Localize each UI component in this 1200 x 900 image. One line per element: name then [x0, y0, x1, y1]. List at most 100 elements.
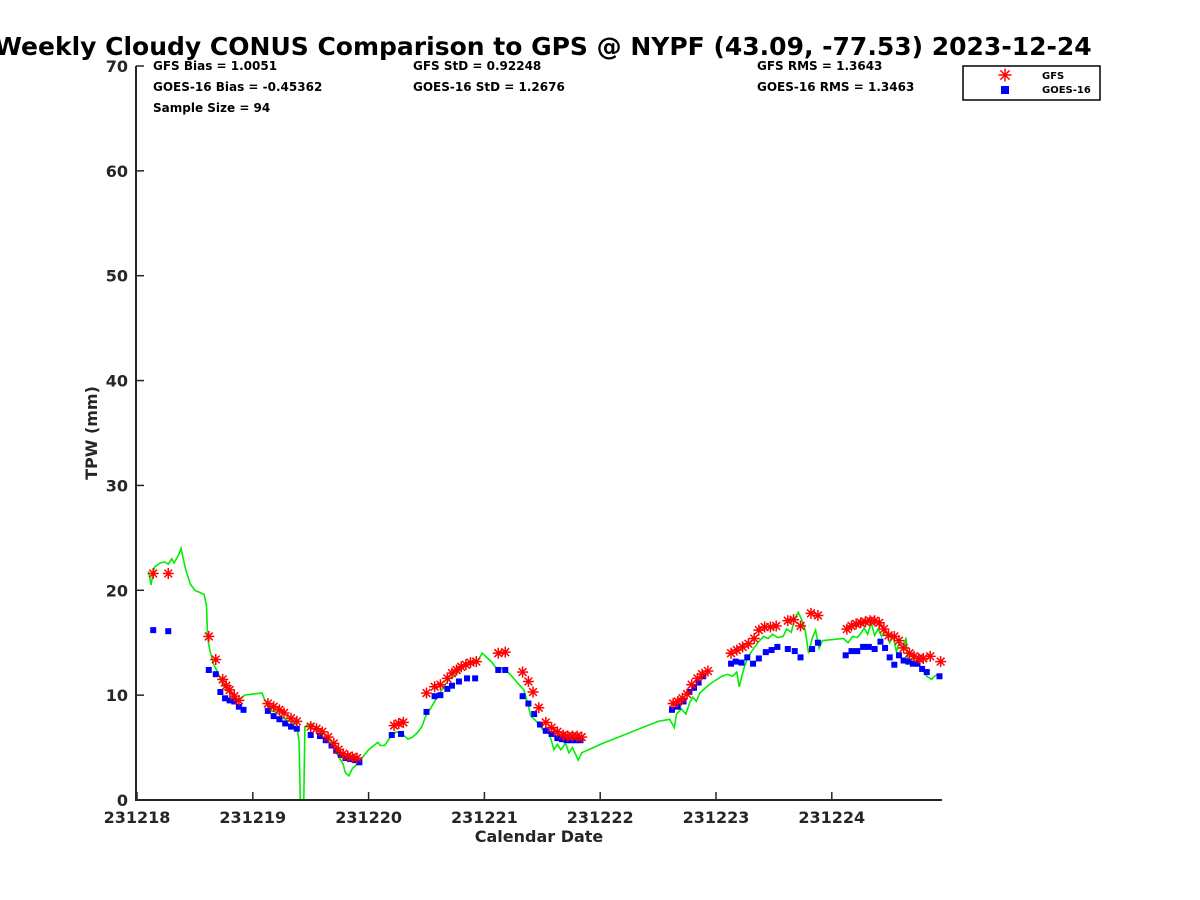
goes16-series-layer: [150, 627, 943, 766]
x-tick-label: 231218: [104, 808, 171, 827]
x-tick-label: 231220: [335, 808, 402, 827]
goes16-point: [150, 627, 157, 634]
goes16-point: [755, 655, 762, 662]
y-tick-label: 70: [106, 57, 128, 76]
gfs-point: [527, 686, 539, 698]
goes16-point: [531, 711, 538, 718]
gfs-point: [702, 665, 714, 677]
goes16-point: [936, 673, 943, 680]
goes16-point: [165, 628, 172, 635]
goes16-point: [814, 639, 821, 646]
y-tick-label: 40: [106, 372, 128, 391]
gfs-point: [522, 676, 534, 688]
x-tick-label: 231222: [567, 808, 634, 827]
goes16-point: [784, 646, 791, 653]
gfs-point: [492, 647, 504, 659]
goes16-point: [437, 692, 444, 699]
gfs-point: [795, 620, 807, 632]
goes16-point: [542, 727, 549, 734]
gfs-point: [681, 688, 693, 700]
goes16-point: [288, 723, 295, 730]
goes16-point: [563, 737, 570, 744]
gfs-point: [388, 720, 400, 732]
gfs-point: [873, 617, 885, 629]
goes16-point: [728, 660, 735, 667]
goes16-point: [423, 708, 430, 715]
goes16-point: [495, 666, 502, 673]
y-tick-label: 60: [106, 162, 128, 181]
goes16-point: [536, 721, 543, 728]
y-tick-label: 20: [106, 581, 128, 600]
goes16-point: [695, 679, 702, 686]
legend: GFS GOES-16: [962, 65, 1101, 101]
goes16-point: [895, 652, 902, 659]
gfs-point: [147, 568, 159, 580]
goes16-point: [388, 731, 395, 738]
goes16-point: [848, 648, 855, 655]
goes16-point: [333, 747, 340, 754]
goes16-point: [797, 654, 804, 661]
x-axis-label: Calendar Date: [475, 827, 604, 846]
stat-text: GOES-16 RMS = 1.3463: [757, 80, 914, 94]
goes16-point: [886, 654, 893, 661]
goes16-point: [519, 693, 526, 700]
goes16-point: [750, 660, 757, 667]
goes16-point: [525, 700, 532, 707]
gfs-point: [224, 684, 236, 696]
goes16-point: [738, 659, 745, 666]
goes16-point: [235, 703, 242, 710]
gfs-point: [210, 653, 222, 665]
goes16-point: [774, 643, 781, 650]
x-ticks: 231218 231219 231220 231221 231222 231223 2312…: [104, 792, 865, 827]
y-tick-label: 0: [117, 791, 128, 810]
goes16-point: [842, 652, 849, 659]
goes16-point: [293, 725, 300, 732]
gfs-point: [421, 687, 432, 699]
goes16-point: [448, 682, 455, 689]
gfs-point: [924, 650, 936, 662]
stat-text: Sample Size = 94: [153, 101, 270, 115]
goes16-point: [768, 647, 775, 654]
goes16-point: [444, 685, 451, 692]
legend-goes16-marker: [1001, 86, 1009, 94]
goes16-point: [909, 660, 916, 667]
goes16-point: [877, 638, 884, 645]
gfs-point: [883, 629, 895, 641]
goes16-point: [882, 644, 889, 651]
y-tick-label: 30: [106, 476, 128, 495]
goes16-point: [558, 736, 565, 743]
goes16-point: [431, 693, 438, 700]
gps-series-layer: [147, 545, 941, 801]
y-tick-label: 10: [106, 686, 128, 705]
gfs-point: [878, 623, 890, 635]
gps-series-line: [147, 545, 941, 801]
gfs-series-layer: [147, 568, 947, 764]
goes16-point: [791, 648, 798, 655]
gfs-point: [278, 707, 290, 719]
gfs-point: [576, 731, 588, 743]
goes16-point: [548, 730, 555, 737]
axes: 0 10 20 30 40 50 60 70 231218 231219 231220 231221…: [82, 57, 942, 846]
gfs-point: [499, 646, 511, 658]
gfs-point: [233, 694, 245, 706]
goes16-point: [744, 654, 751, 661]
goes16-point: [472, 675, 479, 682]
goes16-point: [240, 706, 247, 713]
x-tick-label: 231221: [451, 808, 518, 827]
chart-title: Weekly Cloudy CONUS Comparison to GPS @ …: [0, 32, 1092, 61]
goes16-point: [923, 669, 930, 676]
goes16-point: [900, 657, 907, 664]
goes16-point: [205, 666, 212, 673]
goes16-point: [464, 675, 471, 682]
goes16-point: [554, 735, 561, 742]
goes16-point: [276, 716, 283, 723]
goes16-point: [307, 731, 314, 738]
goes16-point: [668, 706, 675, 713]
goes16-point: [356, 759, 363, 766]
goes16-point: [680, 698, 687, 705]
goes16-point: [854, 648, 861, 655]
stat-text: GFS StD = 0.92248: [413, 59, 541, 73]
goes16-point: [398, 730, 405, 737]
goes16-point: [919, 665, 926, 672]
gfs-point: [893, 635, 905, 647]
